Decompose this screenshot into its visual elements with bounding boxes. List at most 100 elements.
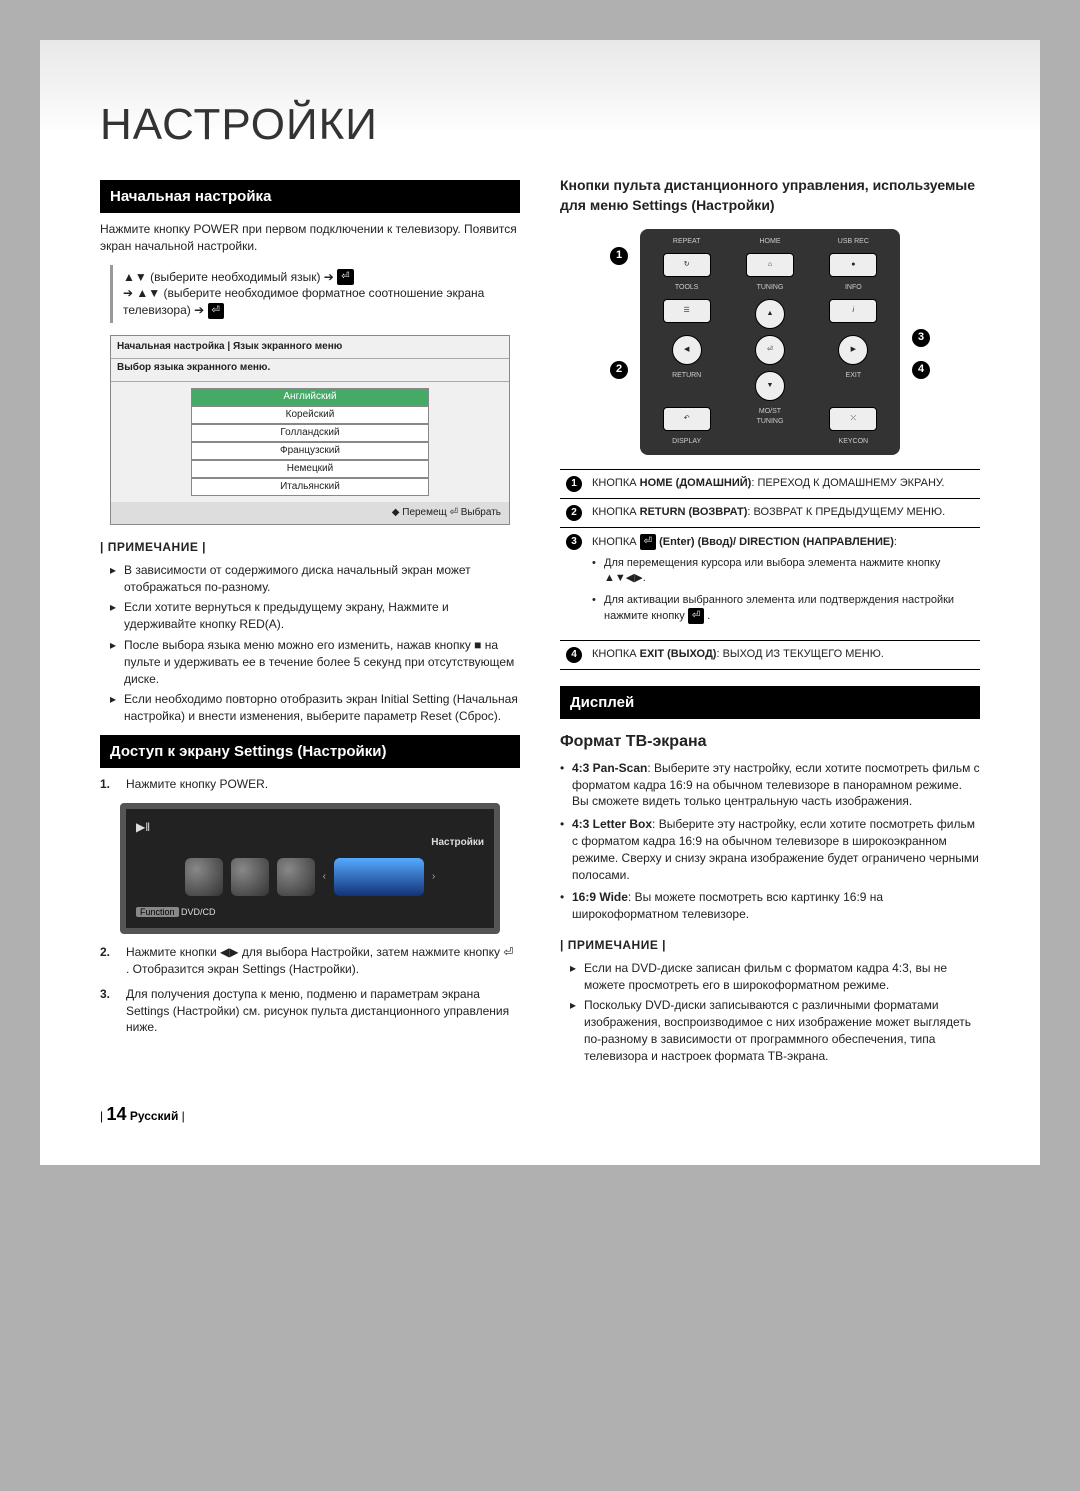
section-initial-setup: Начальная настройка	[100, 180, 520, 213]
osd-language-list: Английский Корейский Голландский Француз…	[191, 388, 430, 496]
row-number: 1	[566, 476, 582, 492]
btn-label: TOOLS	[663, 283, 711, 293]
row-number: 3	[566, 534, 582, 550]
btn-label: REPEAT	[663, 237, 711, 247]
row-desc: КНОПКА EXIT (ВЫХОД): ВЫХОД ИЗ ТЕКУЩЕГО М…	[588, 641, 980, 670]
enter-button[interactable]: ⏎	[755, 335, 785, 365]
tv-format-list: 4:3 Pan-Scan: Выберите эту настройку, ес…	[560, 760, 980, 923]
notes-list: Если на DVD-диске записан фильм с формат…	[570, 960, 980, 1065]
return-button[interactable]: ↶	[663, 407, 711, 431]
osd-item[interactable]: Голландский	[191, 424, 430, 442]
step-text: Нажмите кнопки ◀▶ для выбора Настройки, …	[126, 944, 520, 978]
btn-label: KEYCON	[829, 437, 877, 447]
page-language: Русский	[130, 1109, 179, 1123]
row-number: 4	[566, 647, 582, 663]
tv-icon	[277, 858, 315, 896]
table-row: 3 КНОПКА ⏎ (Enter) (Ввод)/ DIRECTION (НА…	[560, 527, 980, 641]
btn-label: EXIT	[829, 371, 877, 401]
enter-icon: ⏎	[337, 269, 353, 285]
step-1: 1. Нажмите кнопку POWER.	[100, 776, 520, 793]
nav-line-2: ➔ ▲▼ (выберите необходимое форматное соо…	[123, 286, 484, 317]
page-number: 14	[106, 1104, 126, 1124]
remote-buttons-table: 1 КНОПКА HOME (ДОМАШНИЙ): ПЕРЕХОД К ДОМА…	[560, 469, 980, 671]
notes-list: В зависимости от содержимого диска начал…	[110, 562, 520, 725]
note-label: | ПРИМЕЧАНИЕ |	[100, 539, 520, 556]
tv-icon-selected	[334, 858, 424, 896]
btn-label: USB REC	[829, 237, 877, 247]
tv-screenshot: ▶‖ Настройки ‹ › Function DVD/CD	[120, 803, 500, 934]
table-row: 4 КНОПКА EXIT (ВЫХОД): ВЫХОД ИЗ ТЕКУЩЕГО…	[560, 641, 980, 670]
format-item: 4:3 Pan-Scan: Выберите эту настройку, ес…	[560, 760, 980, 810]
note-item: После выбора языка меню можно его измени…	[110, 637, 520, 687]
row-desc: КНОПКА ⏎ (Enter) (Ввод)/ DIRECTION (НАПР…	[588, 527, 980, 641]
step-text: Нажмите кнопку POWER.	[126, 776, 268, 793]
osd-screenshot: Начальная настройка | Язык экранного мен…	[110, 335, 510, 525]
callout-3: 3	[912, 329, 930, 347]
tools-button[interactable]: ☰	[663, 299, 711, 323]
tv-function-value: DVD/CD	[181, 907, 216, 917]
tv-function-label: Function	[136, 907, 179, 917]
nav-instructions: ▲▼ (выберите необходимый язык) ➔ ⏎ ➔ ▲▼ …	[110, 265, 520, 323]
format-item: 4:3 Letter Box: Выберите эту настройку, …	[560, 816, 980, 883]
usb-rec-button[interactable]: ●	[829, 253, 877, 277]
btn-label: TUNING	[746, 283, 794, 293]
btn-label: DISPLAY	[663, 437, 711, 447]
row-desc: КНОПКА RETURN (ВОЗВРАТ): ВОЗВРАТ К ПРЕДЫ…	[588, 498, 980, 527]
note-item: В зависимости от содержимого диска начал…	[110, 562, 520, 596]
tv-icon	[185, 858, 223, 896]
right-button[interactable]: ▶	[838, 335, 868, 365]
note-item: Если необходимо повторно отобразить экра…	[110, 691, 520, 725]
intro-text: Нажмите кнопку POWER при первом подключе…	[100, 221, 520, 255]
osd-item[interactable]: Английский	[191, 388, 430, 406]
osd-footer: ◆ Перемещ ⏎ Выбрать	[111, 502, 509, 524]
table-row: 1 КНОПКА HOME (ДОМАШНИЙ): ПЕРЕХОД К ДОМА…	[560, 469, 980, 498]
remote-diagram: 1 2 3 4 REPEAT HOME USB REC ↻ ⌂ ● TOOLS …	[640, 229, 900, 454]
info-button[interactable]: i	[829, 299, 877, 323]
row-number: 2	[566, 505, 582, 521]
left-button[interactable]: ◀	[672, 335, 702, 365]
right-column: Кнопки пульта дистанционного управления,…	[560, 170, 980, 1074]
page-footer: | 14 Русский |	[100, 1104, 980, 1125]
left-column: Начальная настройка Нажмите кнопку POWER…	[100, 170, 520, 1074]
down-button[interactable]: ▼	[755, 371, 785, 401]
up-button[interactable]: ▲	[755, 299, 785, 329]
remote-heading: Кнопки пульта дистанционного управления,…	[560, 176, 980, 215]
tv-format-heading: Формат ТВ-экрана	[560, 731, 980, 753]
repeat-button[interactable]: ↻	[663, 253, 711, 277]
tv-title: Настройки	[136, 836, 484, 850]
callout-1: 1	[610, 247, 628, 265]
btn-label: INFO	[829, 283, 877, 293]
enter-icon: ⏎	[208, 303, 224, 319]
osd-header: Начальная настройка | Язык экранного мен…	[117, 341, 342, 352]
table-row: 2 КНОПКА RETURN (ВОЗВРАТ): ВОЗВРАТ К ПРЕ…	[560, 498, 980, 527]
step-text: Для получения доступа к меню, подменю и …	[126, 986, 520, 1036]
osd-item[interactable]: Немецкий	[191, 460, 430, 478]
osd-subheader: Выбор языка экранного меню.	[117, 362, 270, 373]
callout-2: 2	[610, 361, 628, 379]
page-title: НАСТРОЙКИ	[100, 100, 980, 150]
format-item: 16:9 Wide: Вы можете посмотреть всю карт…	[560, 889, 980, 923]
nav-line-1: ▲▼ (выберите необходимый язык) ➔	[123, 270, 334, 284]
btn-label: HOME	[746, 237, 794, 247]
note-item: Если хотите вернуться к предыдущему экра…	[110, 599, 520, 633]
exit-button[interactable]: ⤫	[829, 407, 877, 431]
tv-icon	[231, 858, 269, 896]
osd-item[interactable]: Корейский	[191, 406, 430, 424]
manual-page: НАСТРОЙКИ Начальная настройка Нажмите кн…	[40, 40, 1040, 1165]
btn-label: MO/ST TUNING	[746, 407, 794, 431]
section-settings-access: Доступ к экрану Settings (Настройки)	[100, 735, 520, 768]
osd-item[interactable]: Итальянский	[191, 478, 430, 496]
note-item: Поскольку DVD-диски записываются с разли…	[570, 997, 980, 1064]
osd-item[interactable]: Французский	[191, 442, 430, 460]
steps-list-2: 2. Нажмите кнопки ◀▶ для выбора Настройк…	[100, 944, 520, 1036]
note-item: Если на DVD-диске записан фильм с формат…	[570, 960, 980, 994]
row-desc: КНОПКА HOME (ДОМАШНИЙ): ПЕРЕХОД К ДОМАШН…	[588, 469, 980, 498]
step-2: 2. Нажмите кнопки ◀▶ для выбора Настройк…	[100, 944, 520, 978]
note-label: | ПРИМЕЧАНИЕ |	[560, 937, 980, 954]
callout-4: 4	[912, 361, 930, 379]
steps-list: 1. Нажмите кнопку POWER.	[100, 776, 520, 793]
step-3: 3. Для получения доступа к меню, подменю…	[100, 986, 520, 1036]
home-button[interactable]: ⌂	[746, 253, 794, 277]
btn-label: RETURN	[663, 371, 711, 401]
section-display: Дисплей	[560, 686, 980, 719]
